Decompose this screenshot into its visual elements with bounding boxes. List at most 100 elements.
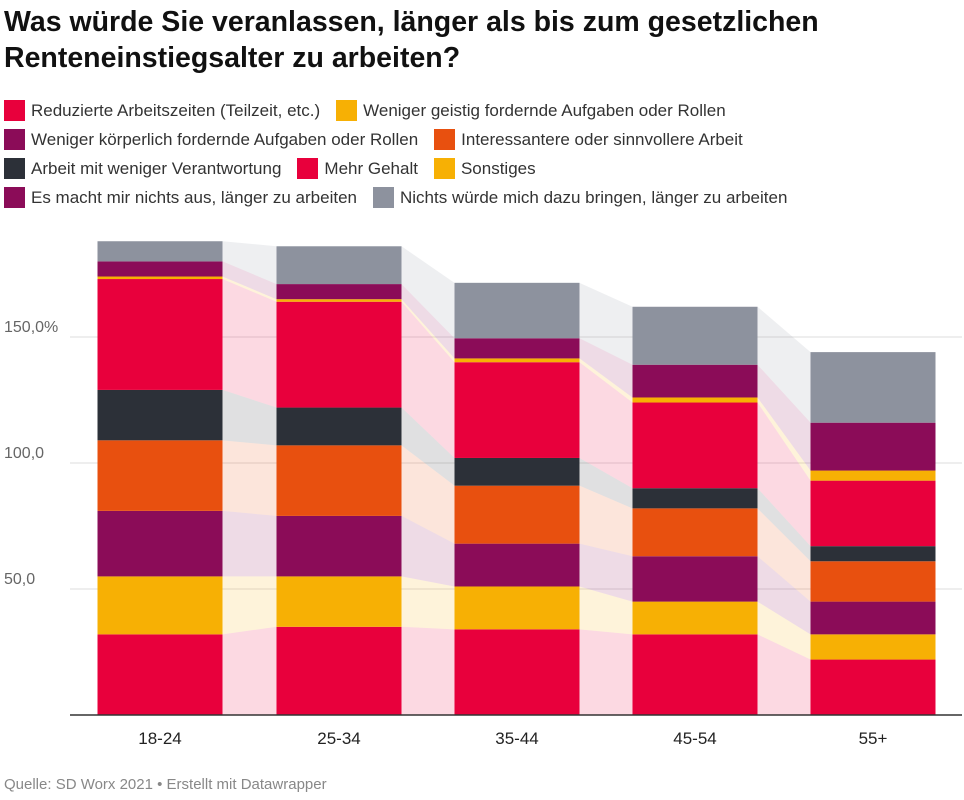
bar-segment <box>276 445 402 516</box>
bar-segment <box>810 546 936 562</box>
legend-swatch <box>4 158 25 179</box>
y-tick-label: 100,0 <box>4 445 44 462</box>
connector-band <box>401 515 455 587</box>
bar-segment <box>632 364 758 398</box>
bar-segment <box>97 634 223 715</box>
bar-segment <box>276 284 402 300</box>
legend-item: Es macht mir nichts aus, länger zu arbei… <box>4 187 357 208</box>
bar-segment <box>810 422 936 471</box>
legend-row: Arbeit mit weniger Verantwortung Mehr Geh… <box>4 154 962 183</box>
legend-item: Weniger geistig fordernde Aufgaben oder … <box>336 100 726 121</box>
legend-label: Nichts würde mich dazu bringen, länger z… <box>399 187 788 207</box>
connector-bands <box>222 241 811 715</box>
legend-swatch <box>336 100 358 121</box>
connector-band <box>401 301 455 458</box>
connector-band <box>757 306 811 423</box>
connector-band <box>579 362 633 489</box>
bar-segment <box>632 397 758 403</box>
bar-segment <box>276 576 402 627</box>
bar-segment <box>632 402 758 489</box>
x-tick-label: 35-44 <box>495 729 538 748</box>
bar-segment <box>810 352 936 423</box>
bar-segment <box>276 515 402 577</box>
x-tick-label: 25-34 <box>317 729 360 748</box>
connector-band <box>757 634 811 715</box>
legend-swatch <box>372 187 394 208</box>
bar-segment <box>454 282 580 339</box>
bar-segment <box>454 457 580 486</box>
bar-segment <box>97 440 223 511</box>
bar-segment <box>454 358 580 363</box>
legend-row: Weniger körperlich fordernde Aufgaben od… <box>4 125 962 154</box>
chart-title: Was würde Sie veranlassen, länger als bi… <box>4 6 819 74</box>
connector-band <box>222 389 277 446</box>
connector-band <box>757 364 811 471</box>
legend-item: Weniger körperlich fordernde Aufgaben od… <box>4 129 418 150</box>
bar-segment <box>454 629 580 715</box>
bar-segment <box>810 601 936 635</box>
connector-band <box>222 440 277 516</box>
connector-band <box>222 279 277 408</box>
connector-band <box>579 282 633 365</box>
legend-label: Weniger körperlich fordernde Aufgaben od… <box>31 129 419 149</box>
bar-segment <box>97 510 223 577</box>
bars <box>97 241 936 715</box>
bar-segment <box>632 634 758 715</box>
connector-band <box>222 576 277 635</box>
connector-band <box>222 510 277 577</box>
bar-segment <box>454 586 580 630</box>
connector-band <box>579 485 633 557</box>
legend-item: Reduzierte Arbeitszeiten (Teilzeit, etc.… <box>4 100 320 121</box>
bar-segment <box>632 601 758 635</box>
x-tick-label: 45-54 <box>673 729 716 748</box>
legend-item: Mehr Gehalt <box>297 158 418 179</box>
legend-label: Reduzierte Arbeitszeiten (Teilzeit, etc.… <box>31 100 321 120</box>
y-tick-label: 150,0% <box>4 319 58 336</box>
legend-item: Interessantere oder sinnvollere Arbeit <box>434 129 743 150</box>
x-tick-label: 55+ <box>859 729 888 748</box>
stacked-bar-chart: 50,0 100,0 150,0% 18-24 25-34 35-44 45-54 55+ <box>4 241 962 748</box>
bar-segment <box>454 543 580 587</box>
legend-swatch <box>4 129 25 150</box>
bar-segment <box>810 659 936 715</box>
legend-label: Weniger geistig fordernde Aufgaben oder … <box>363 100 726 120</box>
connector-band <box>401 576 455 630</box>
connector-band <box>579 457 633 509</box>
bar-segment <box>276 301 402 408</box>
connector-band <box>579 338 633 398</box>
connector-band <box>222 626 277 715</box>
connector-band <box>401 299 455 363</box>
source-footer: Quelle: SD Worx 2021 • Erstellt mit Data… <box>4 776 327 793</box>
connector-band <box>579 543 633 602</box>
bar-segment <box>632 488 758 509</box>
axes: 50,0 100,0 150,0% 18-24 25-34 35-44 45-54 55+ <box>4 319 962 748</box>
legend-swatch <box>434 129 456 150</box>
bar-segment <box>276 626 402 715</box>
bar-segment <box>632 306 758 365</box>
connector-band <box>579 358 633 403</box>
connector-band <box>401 284 455 359</box>
connector-band <box>401 246 455 339</box>
legend-row: Es macht mir nichts aus, länger zu arbei… <box>4 183 962 212</box>
bar-segment <box>454 338 580 359</box>
legend-label: Mehr Gehalt <box>324 158 418 178</box>
legend-swatch <box>297 158 319 179</box>
bar-segment <box>97 241 223 262</box>
connector-band <box>757 488 811 562</box>
bar-segment <box>97 276 223 280</box>
bar-segment <box>454 362 580 458</box>
bar-segment <box>97 389 223 441</box>
connector-band <box>222 241 277 285</box>
connector-band <box>757 601 811 660</box>
legend-label: Sonstiges <box>460 158 536 178</box>
legend-item: Arbeit mit weniger Verantwortung <box>4 158 281 179</box>
legend-item: Nichts würde mich dazu bringen, länger z… <box>372 187 788 208</box>
bar-segment <box>810 470 936 481</box>
bar-segment <box>97 279 223 390</box>
bar-segment <box>810 634 936 660</box>
bar-segment <box>276 299 402 302</box>
x-tick-label: 18-24 <box>138 729 181 748</box>
connector-band <box>757 397 811 481</box>
bar-segment <box>454 485 580 544</box>
legend-label: Interessantere oder sinnvollere Arbeit <box>461 129 743 149</box>
